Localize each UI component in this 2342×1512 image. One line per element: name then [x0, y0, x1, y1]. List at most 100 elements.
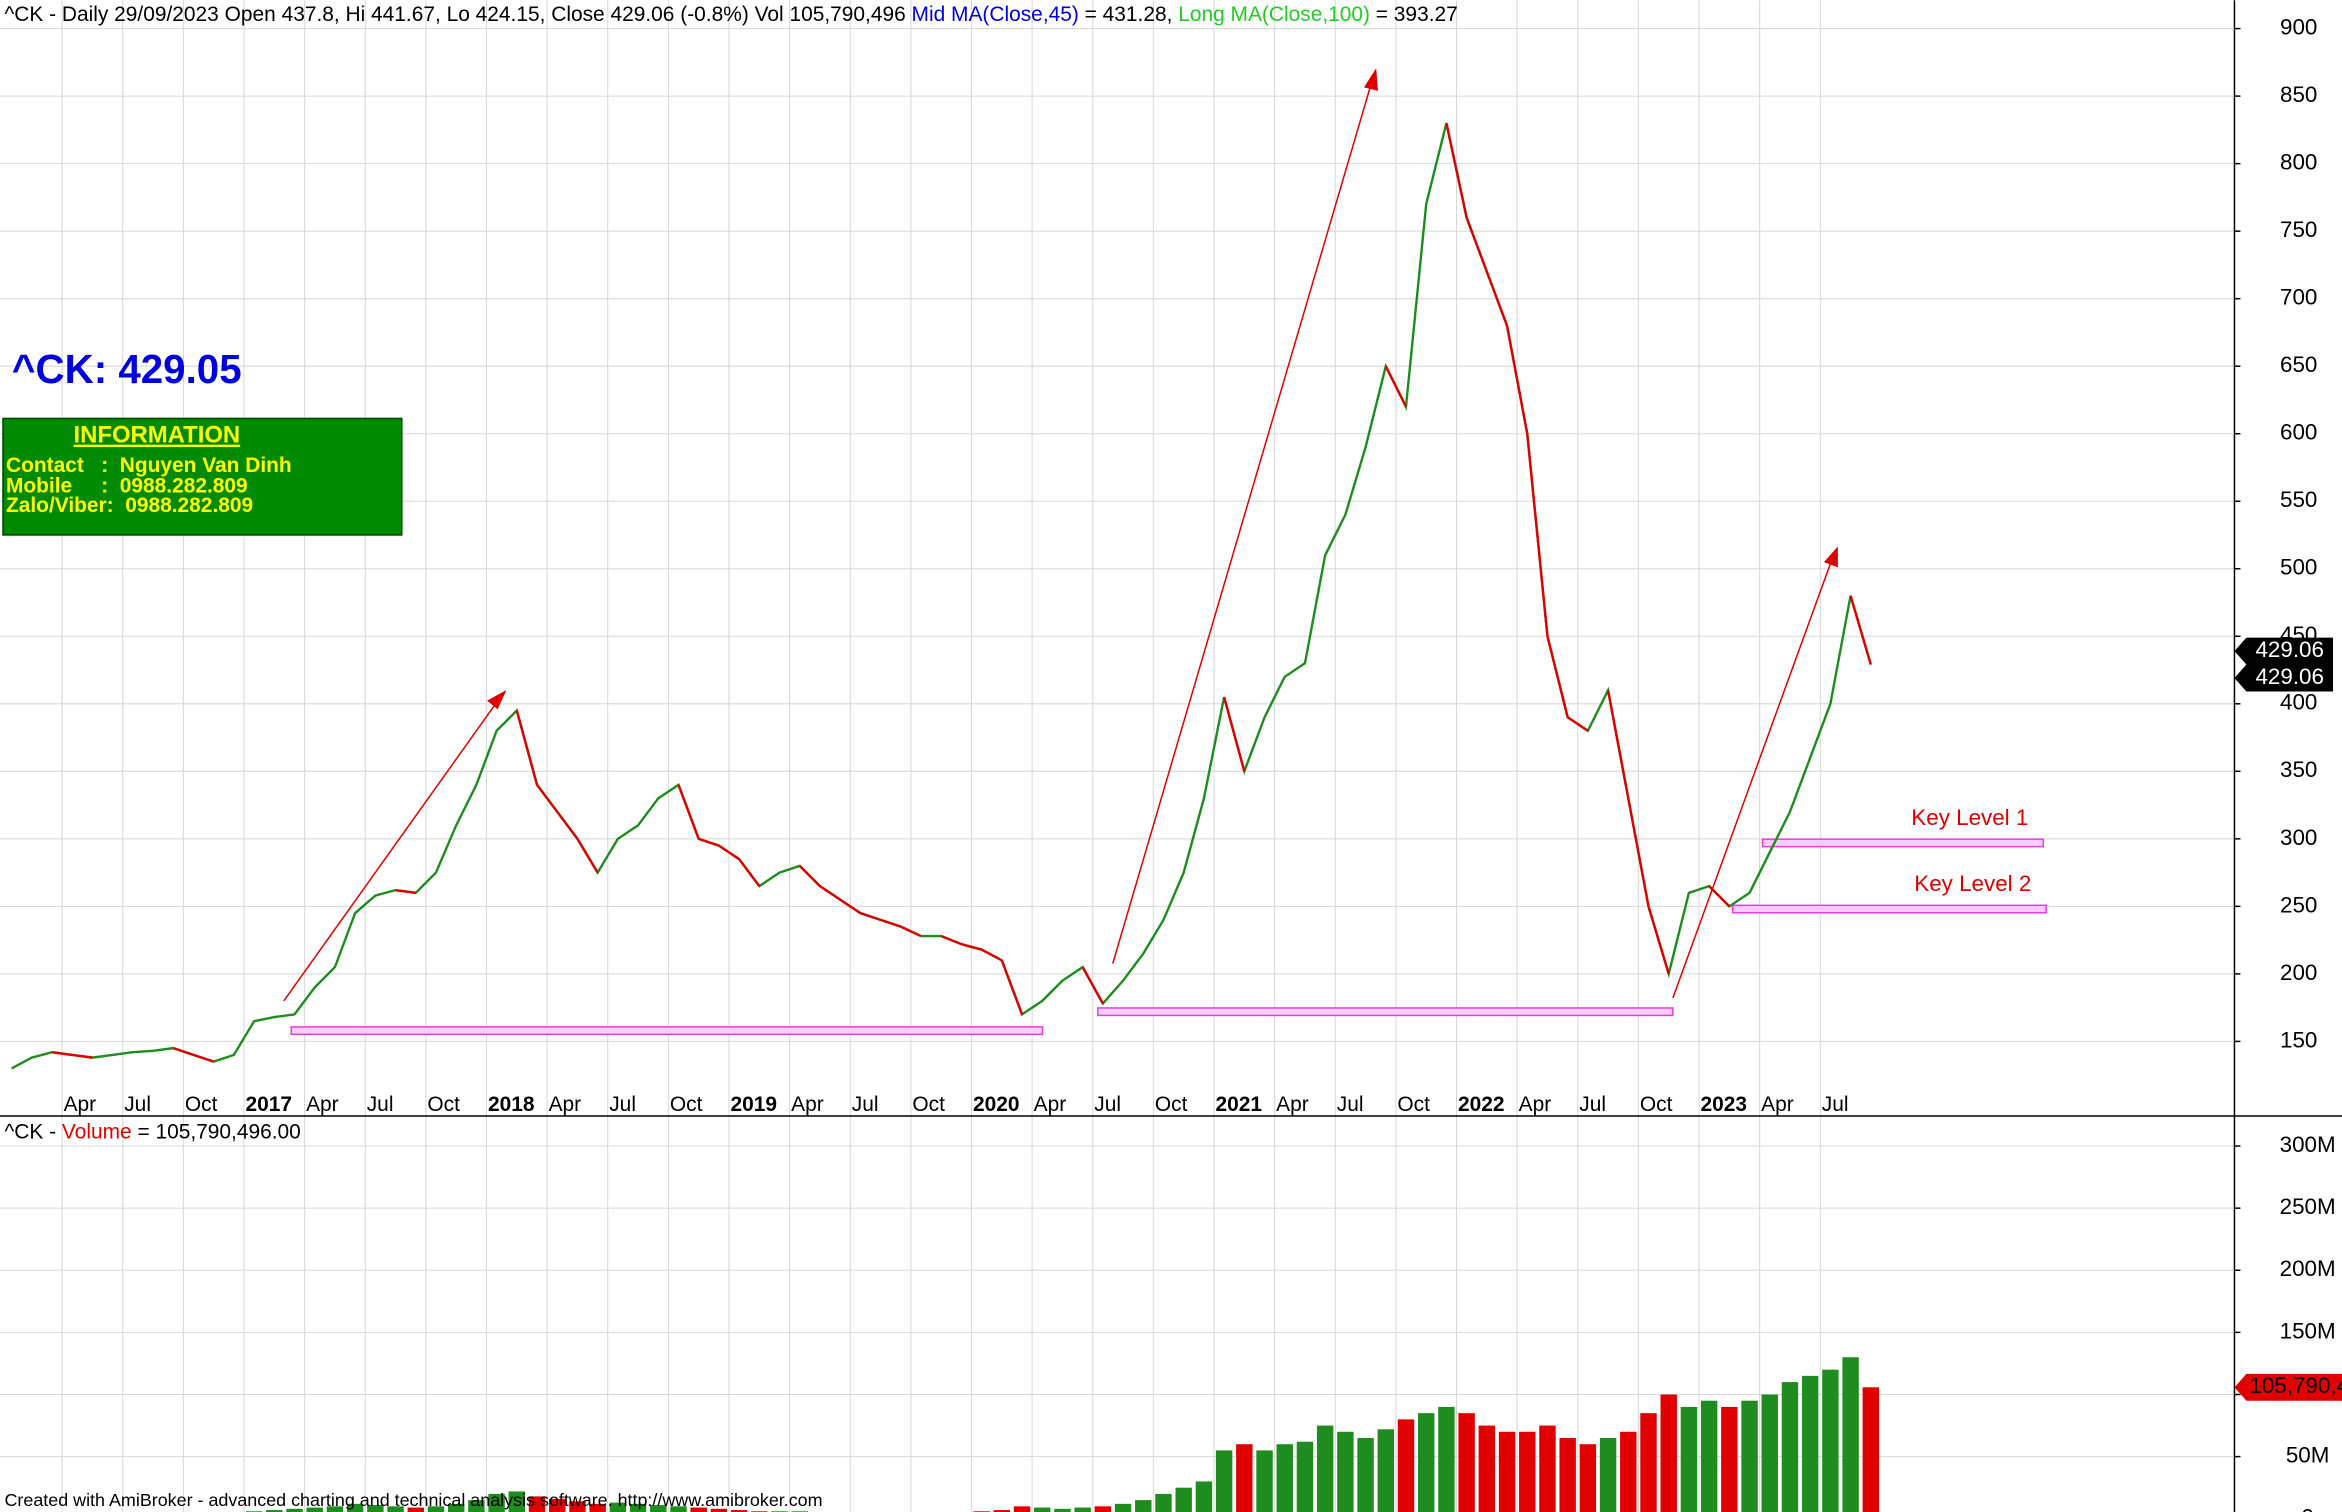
price-down-segment [172, 1047, 194, 1057]
price-down-segment [51, 1051, 73, 1057]
volume-bar [1498, 1431, 1516, 1512]
price-down-segment [880, 918, 902, 928]
volume-bar [629, 1503, 647, 1512]
volume-bar [427, 1506, 445, 1512]
volume-bar [1135, 1500, 1152, 1512]
key-level-label: Key Level 2 [1914, 871, 2031, 896]
price-down-segment [859, 911, 881, 921]
y-tick-label: 0 [2301, 1505, 2313, 1512]
x-tick-label: Jul [1822, 1093, 1849, 1116]
x-tick-label: Oct [1155, 1093, 1188, 1116]
y-tick-label: 550 [2280, 487, 2317, 512]
x-tick-label: Oct [1397, 1093, 1430, 1116]
y-tick-label: 600 [2280, 420, 2317, 445]
volume-bar [1721, 1406, 1738, 1512]
volume-bar [1801, 1375, 1819, 1512]
y-tick-label: 250M [2280, 1194, 2336, 1219]
volume-bar [730, 1510, 748, 1512]
price-down-segment [718, 844, 740, 861]
ticker-label: ^CK: 429.05 [12, 346, 242, 392]
volume-bar [1316, 1425, 1334, 1512]
price-down-segment [1465, 217, 1488, 273]
y-tick-label: 800 [2280, 150, 2317, 175]
x-tick-label: 2019 [731, 1093, 778, 1116]
price-down-segment [961, 943, 982, 951]
x-tick-label: Jul [852, 1093, 879, 1116]
x-tick-label: Apr [1761, 1093, 1794, 1116]
y-tick-label: 850 [2280, 82, 2317, 107]
volume-tag-label: 105,790,496.00 [2249, 1373, 2342, 1398]
x-tick-label: 2018 [488, 1093, 535, 1116]
y-tick-label: 350 [2280, 757, 2317, 782]
volume-bar [1296, 1441, 1314, 1512]
volume-bar [528, 1496, 546, 1512]
volume-bar [1741, 1400, 1758, 1512]
volume-bar [1054, 1508, 1071, 1512]
x-tick-label: Jul [367, 1093, 394, 1116]
key-level-label: Key Level 1 [1911, 805, 2028, 830]
volume-header: ^CK - Volume = 105,790,496.00 [4, 1120, 300, 1143]
price-down-segment [1505, 325, 1529, 434]
volume-bar [1094, 1506, 1112, 1512]
arrow-head [487, 690, 507, 710]
y-tick-label: 150M [2280, 1318, 2336, 1343]
price-down-segment [1384, 365, 1408, 408]
info-line: Zalo/Viber: 0988.282.809 [6, 494, 253, 517]
y-tick-label: 200 [2280, 960, 2317, 985]
volume-bar [1074, 1507, 1091, 1512]
volume-bar [1195, 1481, 1213, 1512]
price-down-segment [698, 837, 720, 847]
x-tick-label: Apr [549, 1093, 582, 1116]
volume-bar [387, 1506, 404, 1512]
volume-bar [1114, 1503, 1132, 1512]
volume-bar [1357, 1437, 1374, 1512]
y-tick-label: 150 [2280, 1027, 2317, 1052]
volume-bar [1781, 1382, 1799, 1512]
x-tick-label: Oct [185, 1093, 218, 1116]
volume-bar [266, 1510, 283, 1512]
x-tick-label: 2023 [1701, 1093, 1748, 1116]
price-down-segment [1606, 690, 1630, 799]
y-tick-label: 50M [2286, 1443, 2330, 1468]
x-tick-label: Jul [1337, 1093, 1364, 1116]
volume-header-value: = 105,790,496.00 [132, 1120, 301, 1143]
trend-arrow [1112, 83, 1372, 964]
price-down-segment [1849, 595, 1872, 665]
volume-bar [609, 1502, 627, 1512]
info-line: Mobile : 0988.282.809 [6, 475, 248, 498]
volume-bar [1013, 1506, 1031, 1512]
volume-tag [2234, 1373, 2342, 1401]
x-tick-label: Apr [1276, 1093, 1309, 1116]
volume-bar [1761, 1394, 1778, 1512]
price-down-segment [193, 1053, 215, 1063]
price-down-segment [1526, 433, 1549, 637]
price-down-segment [395, 888, 416, 895]
chart-header: ^CK - Daily 29/09/2023 Open 437.8, Hi 44… [4, 3, 1457, 26]
volume-bar [650, 1505, 667, 1512]
price-down-segment [1567, 716, 1589, 732]
grid-layer [0, 0, 2241, 1512]
price-down-segment [1627, 798, 1650, 907]
price-down-segment [536, 784, 559, 813]
price-down-segment [1222, 696, 1246, 772]
volume-bar [1458, 1413, 1475, 1512]
volume-header-name: Volume [62, 1120, 132, 1143]
x-tick-label: Apr [306, 1093, 339, 1116]
volume-bar [670, 1506, 687, 1512]
price-down-segment [798, 865, 821, 887]
x-tick-label: Jul [1094, 1093, 1121, 1116]
trend-arrow [283, 698, 500, 1002]
price-down-segment [677, 784, 700, 840]
header-long-ma: Long MA(Close,100) [1178, 3, 1370, 26]
price-down-segment [940, 934, 962, 946]
price-down-segment [1081, 966, 1104, 1005]
y-tick-label: 750 [2280, 217, 2317, 242]
volume-bar [306, 1507, 323, 1512]
price-down-segment [1647, 906, 1670, 975]
volume-bar [1337, 1431, 1354, 1512]
footer: Created with AmiBroker - advanced charti… [4, 1490, 822, 1510]
volume-bar [1397, 1419, 1415, 1512]
volume-bar [488, 1493, 505, 1512]
